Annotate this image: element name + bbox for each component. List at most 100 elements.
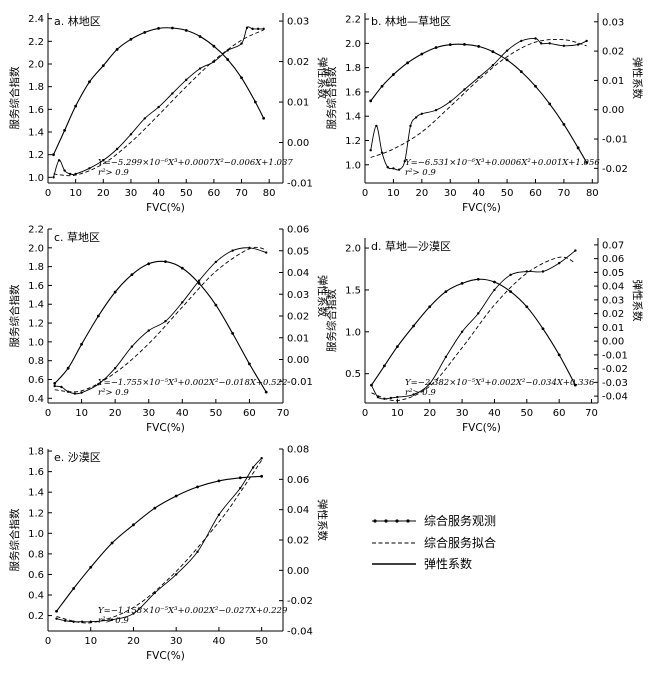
y2-tick-label: -0.04 [602, 392, 628, 403]
elasticity-point [493, 280, 496, 284]
observed-point [57, 159, 61, 162]
y-axis-title: 服务综合指数 [8, 284, 21, 347]
observed-point [72, 620, 75, 623]
y2-tick-label: 0.01 [602, 76, 624, 87]
x-tick-label: 60 [208, 188, 221, 199]
y2-axis-title: 弹性系数 [631, 280, 644, 322]
x-tick-label: 10 [387, 188, 400, 199]
elasticity-point [392, 73, 395, 76]
observed-point [248, 246, 251, 250]
observed-point [63, 619, 67, 622]
x-tick-label: 40 [176, 408, 189, 419]
x-tick-label: 0 [362, 188, 368, 199]
elasticity-point [460, 281, 464, 285]
observed-point [585, 39, 588, 43]
legend-label-fitted: 综合服务拟合 [424, 535, 496, 550]
y2-tick-label: -0.01 [287, 377, 313, 388]
y-axis-title: 服务综合指数 [325, 289, 338, 352]
y2-tick-label: 0.05 [602, 268, 624, 279]
y2-tick-label: 0.00 [602, 105, 624, 116]
elasticity-point [548, 102, 552, 106]
x-tick-label: 30 [142, 408, 155, 419]
observed-point [102, 159, 105, 162]
observed-point [397, 168, 401, 171]
observed-line [370, 37, 587, 171]
x-tick-label: 40 [472, 188, 485, 199]
y2-tick-label: 0.04 [287, 268, 309, 279]
observed-point [115, 147, 119, 151]
observed-point [197, 279, 201, 282]
observed-point [110, 618, 114, 621]
observed-point [68, 172, 72, 176]
observed-point [157, 105, 160, 109]
observed-point [541, 270, 545, 273]
observed-point [88, 167, 91, 170]
elasticity-point [174, 494, 178, 498]
observed-point [245, 26, 249, 29]
y-tick-label: 0.8 [28, 549, 44, 560]
x-tick-label: 0 [45, 408, 51, 419]
elasticity-point [153, 506, 157, 510]
observed-point [505, 49, 509, 52]
observed-point [55, 617, 58, 620]
elasticity-point [463, 42, 466, 46]
x-tick-label: 30 [444, 188, 457, 199]
elasticity-point [143, 31, 147, 34]
elasticity-point [66, 366, 70, 370]
observed-point [129, 133, 133, 136]
panel-title: d. 草地—沙漠区 [371, 240, 451, 253]
y2-tick-label: 0.00 [287, 138, 309, 149]
elasticity-point [53, 382, 57, 385]
y-tick-label: 0.2 [28, 611, 44, 622]
y2-tick-label: 0.02 [602, 47, 624, 58]
y2-tick-label: 0.02 [287, 57, 309, 68]
elasticity-point [476, 277, 480, 281]
x-tick-label: 60 [529, 188, 542, 199]
elasticity-point [96, 314, 100, 318]
x-tick-label: 0 [45, 188, 51, 199]
y-tick-label: 0.6 [28, 375, 44, 386]
observed-point [251, 466, 255, 469]
observed-point [389, 396, 393, 400]
elasticity-point [420, 52, 424, 56]
elasticity-point [197, 281, 201, 285]
observed-point [113, 367, 117, 370]
y2-tick-label: 0.02 [602, 309, 624, 320]
observed-point [539, 42, 543, 45]
y2-tick-label: 0.04 [287, 505, 309, 516]
observed-point [143, 117, 146, 120]
x-tick-label: 20 [415, 188, 428, 199]
y-tick-label: 1.4 [28, 300, 44, 311]
elasticity-point [505, 58, 509, 62]
observed-point [491, 64, 495, 67]
y-tick-label: 1.6 [28, 281, 44, 292]
observed-point [196, 550, 199, 554]
observed-point [420, 112, 424, 115]
y2-tick-label: 0.08 [287, 445, 309, 456]
observed-point [444, 355, 448, 359]
observed-point [434, 108, 438, 112]
fitted-line [371, 256, 576, 401]
observed-point [66, 390, 70, 393]
legend-item-elasticity: 弹性系数 [372, 556, 472, 571]
elasticity-point [74, 104, 78, 108]
elasticity-point [477, 45, 481, 48]
x-tick-label: 10 [391, 408, 404, 419]
observed-line [56, 457, 262, 623]
x-tick-label: 50 [255, 636, 268, 647]
y-tick-label: 2.0 [28, 243, 44, 254]
observed-point [463, 88, 466, 91]
y2-tick-label: -0.02 [602, 164, 628, 175]
observed-point [89, 620, 92, 623]
observed-point [73, 392, 77, 395]
y2-tick-label: 0.04 [602, 282, 624, 293]
y-tick-label: 1.2 [28, 508, 44, 519]
y2-tick-label: 0.03 [602, 295, 624, 306]
x-tick-label: 10 [75, 408, 88, 419]
elasticity-point [383, 364, 386, 368]
observed-point [60, 385, 63, 389]
observed-point [509, 273, 512, 277]
elasticity-point [519, 70, 523, 74]
observed-point [392, 167, 395, 170]
y2-tick-label: -0.01 [287, 179, 313, 190]
